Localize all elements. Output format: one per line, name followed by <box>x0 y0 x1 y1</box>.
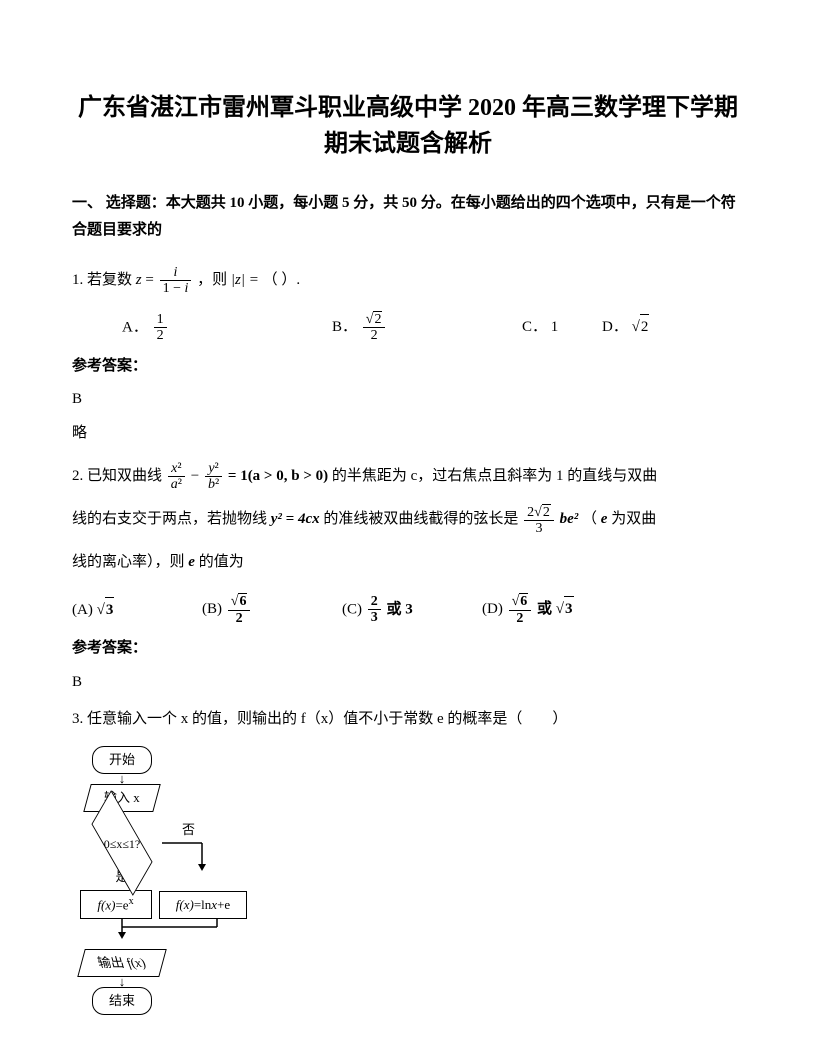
q2-parabola: y² = 4cx <box>271 511 320 527</box>
opt-label: (B) <box>202 601 222 617</box>
q1-formula-z: z = i1 − i <box>136 264 194 297</box>
question-2-line2: 线的右支交于两点，若抛物线 y² = 4cx 的准线被双曲线截得的弦长是 223… <box>72 503 744 536</box>
q2-prefix: 2. 已知双曲线 <box>72 468 162 484</box>
question-2: 2. 已知双曲线 x²a² − y²b² = 1(a > 0, b > 0) 的… <box>72 460 744 493</box>
q1-answer-label: 参考答案： <box>72 354 744 380</box>
flowchart: 开始 ↓ 输入 x ↓ 0≤x≤1? 否 是 f(x)=ex f(x)=lnx+… <box>72 746 247 1014</box>
or: 或 <box>537 601 552 617</box>
opt-label: (D) <box>482 601 503 617</box>
q1-prefix: 1. 若复数 <box>72 272 132 288</box>
question-1: 1. 若复数 z = i1 − i ，则 |z| = （ ）. <box>72 264 744 297</box>
opt-label: (A) <box>72 602 93 618</box>
fc-merge <box>72 919 247 939</box>
fc-no-label: 否 <box>182 819 195 841</box>
e-var: e <box>188 554 195 570</box>
fc-line-right <box>162 842 212 872</box>
fc-branch-no: f(x)=lnx+e <box>159 891 247 919</box>
q2-answer-label: 参考答案： <box>72 636 744 662</box>
q2-answer: B <box>72 670 744 696</box>
q1-abs-z: |z| = <box>231 272 259 288</box>
q1-answer: B <box>72 387 744 413</box>
q2-hyperbola: x²a² − y²b² = 1(a > 0, b > 0) <box>166 460 328 493</box>
section-header: 一、 选择题：本大题共 10 小题，每小题 5 分，共 50 分。在每小题给出的… <box>72 190 744 244</box>
opt-label: (C) <box>342 601 362 617</box>
q2-option-c: (C) 23 或 3 <box>342 594 482 626</box>
eq-suffix: = 1(a > 0, b > 0) <box>228 468 328 484</box>
q1-note: 略 <box>72 421 744 447</box>
or: 或 <box>387 601 402 617</box>
opt-label: A． <box>122 319 148 335</box>
opt-label: C． <box>522 319 547 335</box>
q1-option-d: D． 2 <box>602 314 649 341</box>
q2-l2d: 为双曲 <box>611 511 656 527</box>
opt-val: 1 <box>551 319 559 335</box>
q1-suffix: （ ）. <box>263 272 301 288</box>
fc-input: 输入 x <box>83 784 161 812</box>
opt-label: D． <box>602 319 628 335</box>
q1-option-c: C． 1 <box>522 315 602 341</box>
page-title: 广东省湛江市雷州覃斗职业高级中学 2020 年高三数学理下学期期末试题含解析 <box>72 90 744 162</box>
q2-l3a: 线的离心率），则 <box>72 554 185 570</box>
q2-mid1: 的半焦距为 c，过右焦点且斜率为 1 的直线与双曲 <box>332 468 657 484</box>
q2-option-b: (B) 62 <box>202 593 342 626</box>
e-label: e <box>601 511 608 527</box>
chord-suffix: be² <box>560 511 579 527</box>
question-2-line3: 线的离心率），则 e 的值为 <box>72 546 744 579</box>
q2-chord: 223 be² <box>522 503 578 536</box>
question-3: 3. 任意输入一个 x 的值，则输出的 f（x）值不小于常数 e 的概率是（ ） <box>72 703 744 736</box>
q1-options: A． 12 B． 22 C． 1 D． 2 <box>122 311 744 344</box>
q1-mid: ，则 <box>197 272 227 288</box>
q1-option-b: B． 22 <box>332 311 522 344</box>
q2-options: (A) 3 (B) 62 (C) 23 或 3 (D) 62 或 3 <box>72 593 744 626</box>
q2-option-d: (D) 62 或 3 <box>482 593 574 626</box>
q2-l2a: 线的右支交于两点，若抛物线 <box>72 511 267 527</box>
opt-label: B． <box>332 319 357 335</box>
q2-l2c: （ <box>582 511 597 527</box>
q1-option-a: A． 12 <box>122 312 332 344</box>
q2-l3b: 的值为 <box>199 554 244 570</box>
fc-start: 开始 <box>92 746 152 774</box>
q2-option-a: (A) 3 <box>72 597 202 624</box>
fc-arrow: ↓ <box>72 976 172 988</box>
fc-cond: 0≤x≤1? <box>72 834 172 854</box>
fc-output: 输出 f(x) <box>77 949 167 977</box>
q2-l2b: 的准线被双曲线截得的弦长是 <box>323 511 518 527</box>
fc-end: 结束 <box>92 987 152 1015</box>
fc-branch-yes: f(x)=ex <box>80 890 152 919</box>
